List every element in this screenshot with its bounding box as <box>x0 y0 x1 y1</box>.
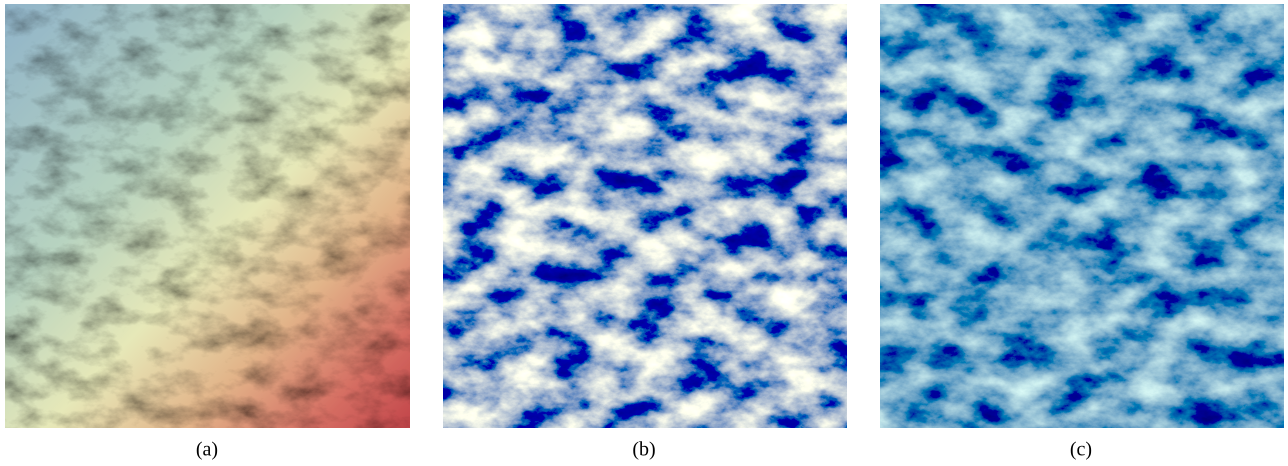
map-image <box>443 4 847 428</box>
panel-label: (b) <box>632 439 655 461</box>
panel-label: (c) <box>1070 439 1092 461</box>
panel-a: (a) <box>5 4 410 461</box>
panel-label: (a) <box>196 439 218 461</box>
map-image <box>880 4 1284 428</box>
figure: (a) (b) (c) <box>0 0 1288 466</box>
elevation-image <box>5 4 410 428</box>
panel-b: (b) <box>443 4 847 461</box>
panel-c: (c) <box>880 4 1284 461</box>
